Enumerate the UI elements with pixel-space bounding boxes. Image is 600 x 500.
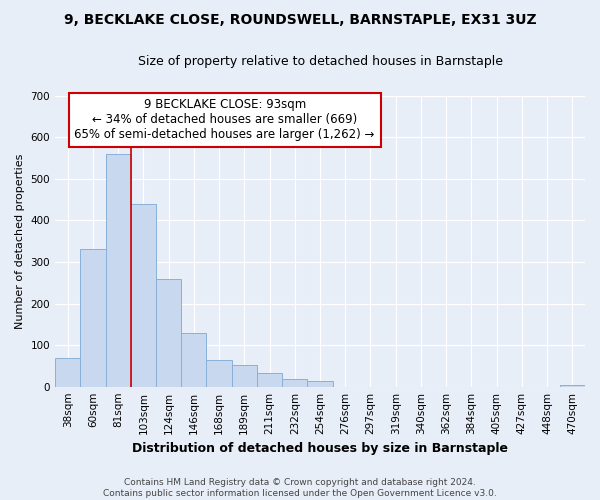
Y-axis label: Number of detached properties: Number of detached properties: [15, 154, 25, 329]
Bar: [206, 360, 232, 386]
Bar: [560, 384, 585, 386]
Bar: [55, 358, 80, 386]
Bar: [232, 365, 257, 386]
X-axis label: Distribution of detached houses by size in Barnstaple: Distribution of detached houses by size …: [132, 442, 508, 455]
Text: 9, BECKLAKE CLOSE, ROUNDSWELL, BARNSTAPLE, EX31 3UZ: 9, BECKLAKE CLOSE, ROUNDSWELL, BARNSTAPL…: [64, 12, 536, 26]
Text: 9 BECKLAKE CLOSE: 93sqm
← 34% of detached houses are smaller (669)
65% of semi-d: 9 BECKLAKE CLOSE: 93sqm ← 34% of detache…: [74, 98, 375, 142]
Bar: [106, 154, 131, 386]
Bar: [181, 332, 206, 386]
Title: Size of property relative to detached houses in Barnstaple: Size of property relative to detached ho…: [137, 55, 503, 68]
Bar: [131, 204, 156, 386]
Bar: [282, 379, 307, 386]
Text: Contains HM Land Registry data © Crown copyright and database right 2024.
Contai: Contains HM Land Registry data © Crown c…: [103, 478, 497, 498]
Bar: [257, 374, 282, 386]
Bar: [307, 381, 332, 386]
Bar: [80, 250, 106, 386]
Bar: [156, 280, 181, 386]
